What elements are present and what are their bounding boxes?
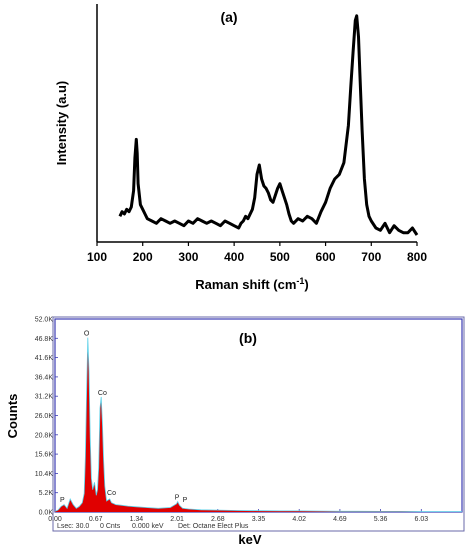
eds-peak-label: O	[84, 331, 90, 338]
raman-x-tick-label: 400	[224, 250, 244, 264]
raman-x-tick-label: 700	[361, 250, 381, 264]
eds-y-tick-label: 0.0K	[39, 510, 54, 517]
raman-x-tick-label: 500	[270, 250, 290, 264]
eds-y-tick-label: 5.2K	[39, 490, 54, 497]
eds-y-tick-label: 46.8K	[35, 336, 54, 343]
eds-y-tick-label: 10.4K	[35, 471, 54, 478]
eds-y-axis-title: Counts	[5, 394, 20, 439]
eds-x-tick-label: 4.02	[292, 516, 306, 523]
raman-spectrum-chart: (a) 100 200 300 400 500 600 700 800 Intensity (…	[54, 4, 427, 292]
raman-x-title-sup: -1	[296, 276, 304, 286]
eds-spectrum-fill	[55, 337, 462, 512]
raman-x-tick-label: 100	[87, 250, 107, 264]
eds-y-tick-label: 26.0K	[35, 413, 54, 420]
raman-x-title-end: )	[304, 277, 308, 292]
eds-x-tick-label: 4.69	[333, 516, 347, 523]
eds-x-tick-label: 5.36	[374, 516, 388, 523]
eds-x-tick-label: 0.67	[89, 516, 103, 523]
raman-x-tick-label: 300	[178, 250, 198, 264]
eds-footer-cnts: 0 Cnts	[100, 523, 121, 530]
eds-spectrum-outline	[54, 337, 462, 512]
eds-peak-label: P	[175, 495, 180, 502]
raman-series-line	[118, 14, 419, 236]
raman-x-axis-title: Raman shift (cm-1)	[195, 276, 309, 292]
eds-x-tick-label: 3.35	[252, 516, 266, 523]
eds-peak-label: P	[60, 497, 65, 504]
eds-frame	[52, 316, 465, 532]
eds-x-axis-title: keV	[238, 532, 261, 547]
eds-footer-kev: 0.000 keV	[132, 523, 164, 530]
raman-x-tick-label: 800	[407, 250, 427, 264]
eds-x-tick-label: 0.00	[48, 516, 62, 523]
eds-y-tick-label: 31.2K	[35, 394, 54, 401]
panel-a-label: (a)	[220, 9, 237, 25]
eds-y-tick-label: 36.4K	[35, 374, 54, 381]
eds-x-tick-label: 2.68	[211, 516, 225, 523]
eds-footer-detector: Det: Octane Elect Plus	[178, 523, 249, 530]
eds-footer-lsec: Lsec: 30.0	[57, 523, 89, 530]
eds-y-tick-label: 41.6K	[35, 355, 54, 362]
eds-y-tick-label: 15.6K	[35, 452, 54, 459]
eds-peak-label: P	[183, 497, 188, 504]
panel-b-label: (b)	[239, 330, 257, 346]
raman-x-tick-label: 600	[316, 250, 336, 264]
raman-x-tick-label: 200	[133, 250, 153, 264]
raman-y-axis-title: Intensity (a.u)	[54, 81, 69, 166]
eds-x-tick-label: 6.03	[414, 516, 428, 523]
raman-x-title-main: Raman shift (cm	[195, 277, 296, 292]
eds-y-tick-label: 52.0K	[35, 317, 54, 324]
eds-x-tick-label: 1.34	[130, 516, 144, 523]
eds-y-tick-label: 20.8K	[35, 432, 54, 439]
eds-spectrum-chart: (b) 0.0K 5.2K 10.4K 15.6K 20.8K 26.0K 31.2K 36.…	[5, 316, 465, 547]
eds-peak-label: Co	[98, 390, 107, 397]
eds-x-tick-label: 2.01	[170, 516, 184, 523]
eds-peak-label: Co	[107, 490, 116, 497]
